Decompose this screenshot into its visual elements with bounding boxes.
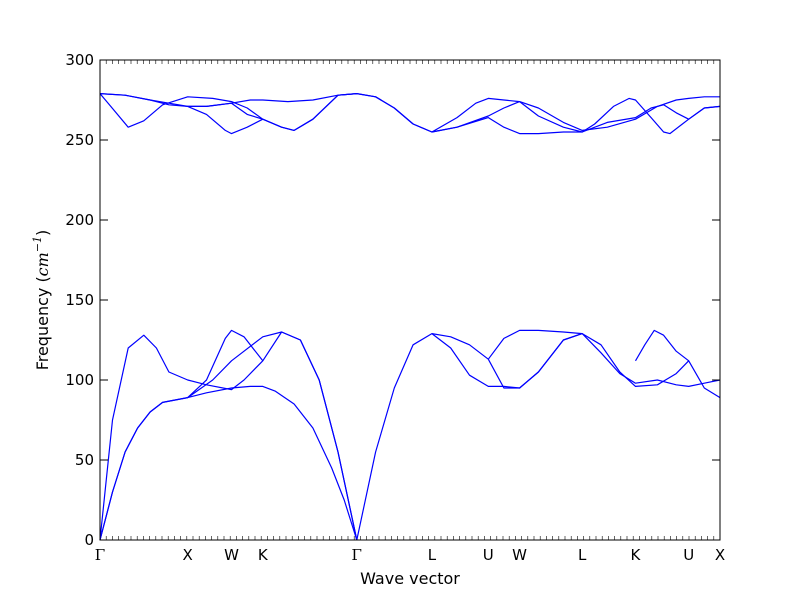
x-tick-label: X <box>183 546 193 564</box>
x-tick-label: U <box>483 546 494 564</box>
band-line-11 <box>99 93 357 131</box>
y-axis-label-close: ) <box>33 230 52 236</box>
y-axis-ticks: 0 50 100 150 200 250 300 <box>65 51 720 549</box>
y-axis-label-unit: cm <box>33 252 52 276</box>
y-tick-label: 0 <box>84 531 94 549</box>
x-axis-label: Wave vector <box>360 569 460 588</box>
band-line-8 <box>634 329 690 362</box>
y-tick-label: 150 <box>65 291 94 309</box>
band-line-7 <box>487 329 583 360</box>
band-line-13 <box>431 97 721 135</box>
y-axis-label-text: Frequency ( <box>33 276 52 370</box>
x-tick-label: W <box>224 546 239 564</box>
band-line-4 <box>187 329 264 399</box>
x-tick-label: Γ <box>95 546 105 564</box>
x-tick-label: K <box>258 546 269 564</box>
x-tick-label: L <box>428 546 437 564</box>
y-tick-label: 250 <box>65 131 94 149</box>
minor-ticks <box>105 60 715 540</box>
x-tick-label: Γ <box>352 546 362 564</box>
y-tick-label: 200 <box>65 211 94 229</box>
band-line-12 <box>187 105 264 135</box>
band-line-3 <box>99 331 358 541</box>
x-tick-label: X <box>715 546 725 564</box>
y-axis-label-exponent: −1 <box>31 236 44 252</box>
x-tick-label: U <box>683 546 694 564</box>
series-layer <box>99 93 721 541</box>
x-tick-label: K <box>631 546 642 564</box>
y-tick-label: 300 <box>65 51 94 69</box>
y-tick-label: 100 <box>65 371 94 389</box>
x-tick-label: L <box>578 546 587 564</box>
y-tick-label: 50 <box>75 451 94 469</box>
x-tick-label: W <box>512 546 527 564</box>
y-axis-label: Frequency (cm−1) <box>31 230 52 371</box>
